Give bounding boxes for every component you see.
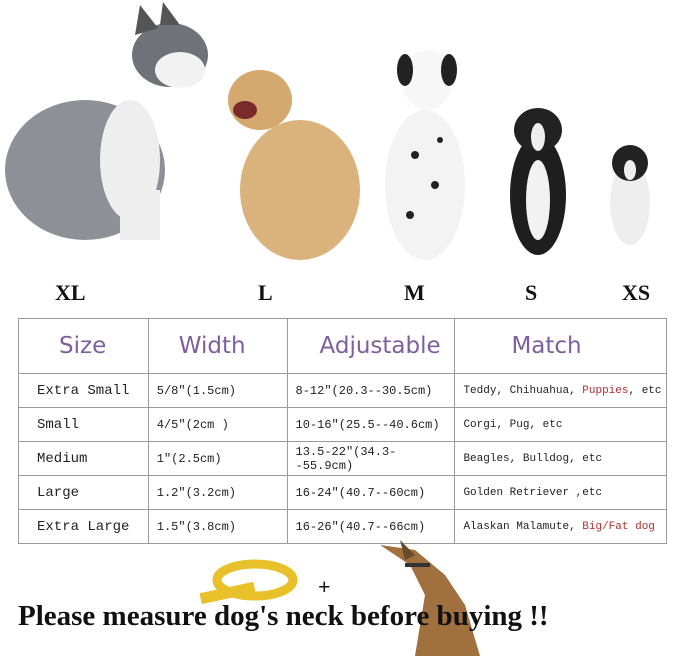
match-text: Corgi, Pug, etc xyxy=(463,418,563,431)
plus-sign: + xyxy=(318,574,331,599)
table-row: Extra Small 5/8″(1.5cm) 8-12″(20.3--30.5cm… xyxy=(18,373,667,408)
dalmatian-image xyxy=(385,50,465,260)
cell-width: 1.2″(3.2cm) xyxy=(147,475,288,510)
cell-adjustable: 8-12″(20.3--30.5cm) xyxy=(286,373,456,408)
table-header-row: Size Width Adjustable Match xyxy=(18,318,667,374)
cell-size: Large xyxy=(18,475,149,510)
measure-notice: Please measure dog's neck before buying … xyxy=(18,600,549,632)
cell-match: Beagles, Bulldog, etc xyxy=(454,441,667,476)
cell-adjustable: 16-24″(40.7--60cm) xyxy=(286,475,456,510)
header-adjustable: Adjustable xyxy=(286,318,456,374)
size-label-s: S xyxy=(525,280,538,305)
chihuahua-image xyxy=(610,145,650,245)
match-highlight: Puppies xyxy=(582,384,629,397)
cell-match: Golden Retriever ,etc xyxy=(454,475,667,510)
cell-size: Extra Small xyxy=(18,373,149,408)
match-highlight: Big/Fat dog xyxy=(582,520,655,533)
cell-width: 5/8″(1.5cm) xyxy=(147,373,288,408)
cell-adjustable: 16-26″(40.7--66cm) xyxy=(286,509,456,544)
header-match: Match xyxy=(454,318,667,374)
cell-width: 4/5″(2cm ) xyxy=(147,407,288,442)
cell-width: 1″(2.5cm) xyxy=(147,441,288,476)
size-label-xl: XL xyxy=(55,280,86,305)
match-text: Teddy, Chihuahua, xyxy=(463,384,583,397)
header-width: Width xyxy=(147,318,288,374)
cell-size: Small xyxy=(18,407,149,442)
golden-retriever-image xyxy=(228,70,360,260)
cell-width: 1.5″(3.8cm) xyxy=(147,509,288,544)
cell-size: Extra Large xyxy=(18,509,149,544)
table-row: Large 1.2″(3.2cm) 16-24″(40.7--60cm) Golden… xyxy=(18,475,667,510)
header-size: Size xyxy=(18,318,149,374)
boston-terrier-image xyxy=(510,108,566,255)
table-row: Extra Large 1.5″(3.8cm) 16-26″(40.7--66cm)… xyxy=(18,509,667,544)
cell-match: Corgi, Pug, etc xyxy=(454,407,667,442)
size-label-m: M xyxy=(404,280,425,305)
match-text: Beagles, Bulldog, etc xyxy=(463,452,603,465)
husky-image xyxy=(5,2,208,240)
size-label-l: L xyxy=(258,280,273,305)
cell-match: Alaskan Malamute, Big/Fat dog xyxy=(454,509,667,544)
match-text: Alaskan Malamute, xyxy=(463,520,583,533)
dog-silhouette-icon xyxy=(380,540,480,656)
cell-adjustable: 10-16″(25.5--40.6cm) xyxy=(286,407,456,442)
size-label-xs: XS xyxy=(622,280,651,305)
table-row: Small 4/5″(2cm ) 10-16″(25.5--40.6cm) Corgi… xyxy=(18,407,667,442)
match-tail: , etc xyxy=(628,384,662,397)
match-text: Golden Retriever ,etc xyxy=(463,486,603,499)
tape-measure-icon xyxy=(199,559,298,605)
size-chart-table: Size Width Adjustable Match Extra Small 5… xyxy=(18,318,667,544)
table-row: Medium 1″(2.5cm) 13.5-22″(34.3--55.9cm) Bea… xyxy=(18,441,667,476)
cell-size: Medium xyxy=(18,441,149,476)
cell-adjustable: 13.5-22″(34.3--55.9cm) xyxy=(286,441,456,476)
cell-match: Teddy, Chihuahua, Puppies, etc xyxy=(454,373,667,408)
